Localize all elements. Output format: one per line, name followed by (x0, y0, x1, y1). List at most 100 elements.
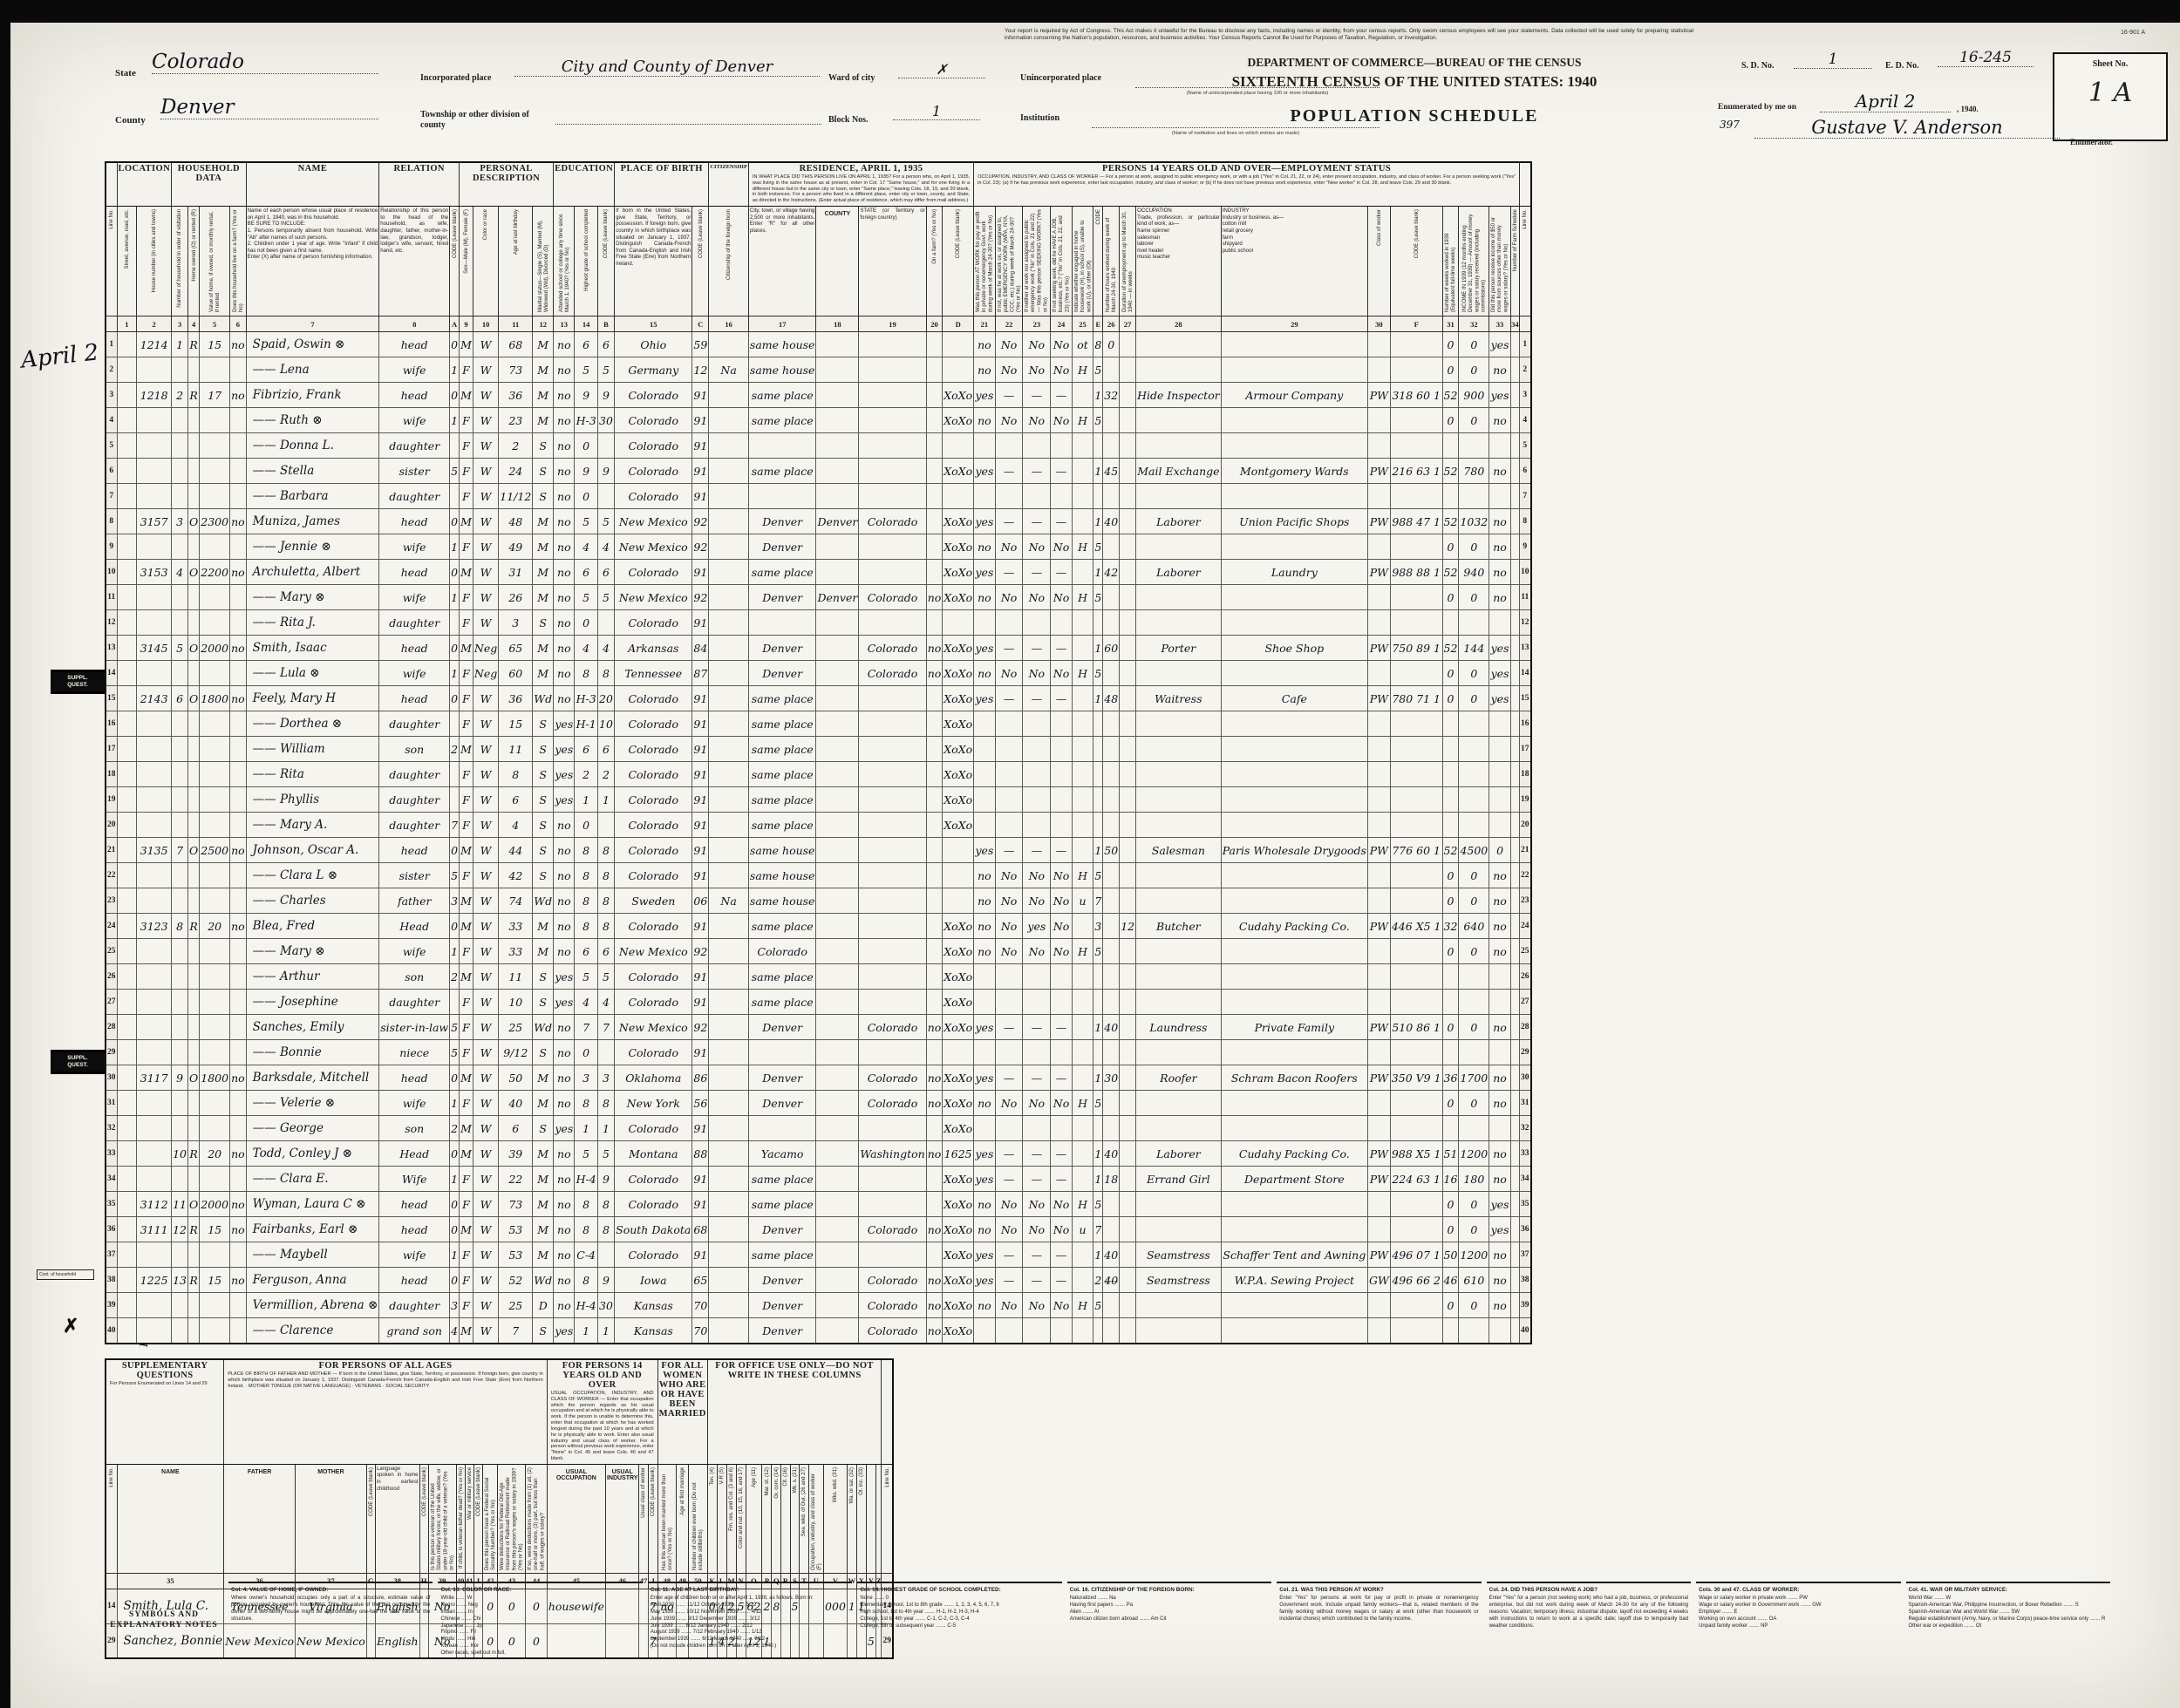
cell-bpCode-line16: 91 (691, 711, 710, 738)
cell-resCode-line24: XoXo (942, 913, 975, 940)
cell-race-line17: W (472, 736, 500, 763)
cell-resFarm-line38: no (925, 1267, 944, 1294)
cell-sex-line21: M (459, 837, 473, 864)
cell-name-line17: —— William (245, 736, 380, 763)
cell-grade-line39: H-4 (574, 1292, 598, 1319)
cell-resCounty-line2 (815, 357, 860, 384)
cell-relCode-line1: 0 (449, 331, 460, 358)
cell-weeks-line38: 46 (1441, 1267, 1460, 1294)
x-mark: ✗ (63, 1315, 79, 1337)
colhead-occ45: USUAL OCCUPATION (546, 1463, 606, 1574)
cell-hours-line1: 0 (1102, 331, 1121, 358)
cell-weeks-line18 (1441, 761, 1460, 788)
group-relation: RELATION (378, 161, 460, 208)
cell-w25-line35: H (1071, 1191, 1094, 1218)
cell-relation-line21: head (378, 837, 451, 864)
cell-farmSched-line11 (1509, 584, 1521, 611)
cell-w21-line6: yes (973, 458, 996, 485)
cell-hh-line16 (171, 711, 189, 738)
cell-sex-line3: M (459, 382, 473, 409)
cell-sex-line15: F (459, 685, 473, 712)
cell-house-line4 (136, 407, 173, 434)
cell-house-line23 (136, 888, 173, 915)
cell-w21-line24: no (973, 913, 996, 940)
cell-value-line29 (199, 1039, 231, 1066)
colnum-ind46: 46 (604, 1572, 640, 1589)
cell-lineR-line25: 25 (1519, 938, 1532, 965)
cell-cit-line20 (708, 812, 749, 839)
cell-cit-line5 (708, 432, 749, 459)
cell-weeks-line36: 0 (1441, 1216, 1460, 1243)
cell-weeks-line26 (1441, 963, 1460, 990)
cell-resFarm-line40: no (925, 1317, 944, 1344)
colhead-bpCode: CODE (Leave blank) (691, 206, 710, 317)
cell-hh-line11 (171, 584, 189, 611)
cell-farmSched-line19 (1509, 786, 1521, 813)
cell-hours-line3: 32 (1102, 382, 1121, 409)
cell-eduCode-line9: 4 (596, 534, 616, 561)
cell-age-line28: 25 (498, 1014, 534, 1041)
cell-w25-line19 (1071, 786, 1094, 813)
cell-hh-line12 (171, 609, 189, 636)
cell-age-line2: 73 (498, 357, 534, 384)
cell-street-line24 (116, 913, 138, 940)
cell-occ-line25 (1135, 938, 1222, 965)
cell-w23-line9: No (1022, 534, 1052, 561)
cell-relation-line9: wife (378, 534, 451, 561)
cell-w23-line17 (1022, 736, 1052, 763)
cell-school-line7: no (553, 483, 576, 510)
cell-farmSched-line27 (1509, 989, 1521, 1016)
cell-w21-line17 (973, 736, 996, 763)
cell-relCode-line3: 0 (449, 382, 460, 409)
cell-age-line12: 3 (498, 609, 534, 636)
cell-resCode-line34: XoXo (942, 1166, 975, 1193)
cell-occ-line19 (1135, 786, 1222, 813)
cell-resCounty-line11: Denver (815, 584, 860, 611)
cell-w22-line23: No (994, 888, 1024, 915)
cell-lineL-line36: 36 (105, 1216, 118, 1243)
cell-resCounty-line26 (815, 963, 860, 990)
cell-race-line6: W (472, 458, 500, 485)
cell-w23-line7 (1022, 483, 1052, 510)
cell-hours-line15: 48 (1102, 685, 1121, 712)
cell-w22-line13: — (994, 635, 1024, 662)
cell-hours-line8: 40 (1102, 508, 1121, 535)
cell-eduCode-line5 (596, 432, 616, 459)
cell-ind-line10: Laundry (1220, 559, 1368, 586)
cell-value-line22 (199, 862, 231, 889)
cell-street-line20 (116, 812, 138, 839)
cell-w22-line6: — (994, 458, 1024, 485)
cell-age-line26: 11 (498, 963, 534, 990)
cell-cls-line23 (1366, 888, 1391, 915)
cell-resCounty-line27 (815, 989, 860, 1016)
cell-w21-line26 (973, 963, 996, 990)
cell-farm-line37 (229, 1242, 247, 1269)
cell-wages-line15: 0 (1458, 685, 1490, 712)
colhead-kL: V-R (5) (716, 1463, 727, 1574)
cell-farm-line13: no (229, 635, 247, 662)
cell-school-line8: no (553, 508, 576, 535)
cell-w21-line23: no (973, 888, 996, 915)
cell-eduCode-line23: 8 (596, 888, 616, 915)
cell-marital-line29: S (532, 1039, 555, 1066)
cell-street-line40 (116, 1317, 138, 1344)
colhead-lineR: Line No. (881, 1463, 894, 1574)
cell-school-line33: no (553, 1140, 576, 1167)
cell-marital-line10: M (532, 559, 555, 586)
cell-weeks-line8: 52 (1441, 508, 1460, 535)
cell-w25-line32 (1071, 1115, 1094, 1142)
cell-hh-line32 (171, 1115, 189, 1142)
cell-w24-line19 (1050, 786, 1073, 813)
cell-farmSched-line36 (1509, 1216, 1521, 1243)
cell-farm-line40 (229, 1317, 247, 1344)
cell-sex-line25: F (459, 938, 473, 965)
cell-cit-line14 (708, 660, 749, 687)
institution-line (1092, 115, 1380, 128)
group-location: LOCATION (116, 161, 173, 208)
cell-w25-line4: H (1071, 407, 1094, 434)
cell-name-line11: —— Mary ⊗ (245, 584, 380, 611)
cell-grade-line16: H-1 (574, 711, 598, 738)
cell-occ-line30: Roofer (1135, 1065, 1222, 1092)
cell-hh-line15: 6 (171, 685, 189, 712)
cell-lineL-line15: 15 (105, 685, 118, 712)
